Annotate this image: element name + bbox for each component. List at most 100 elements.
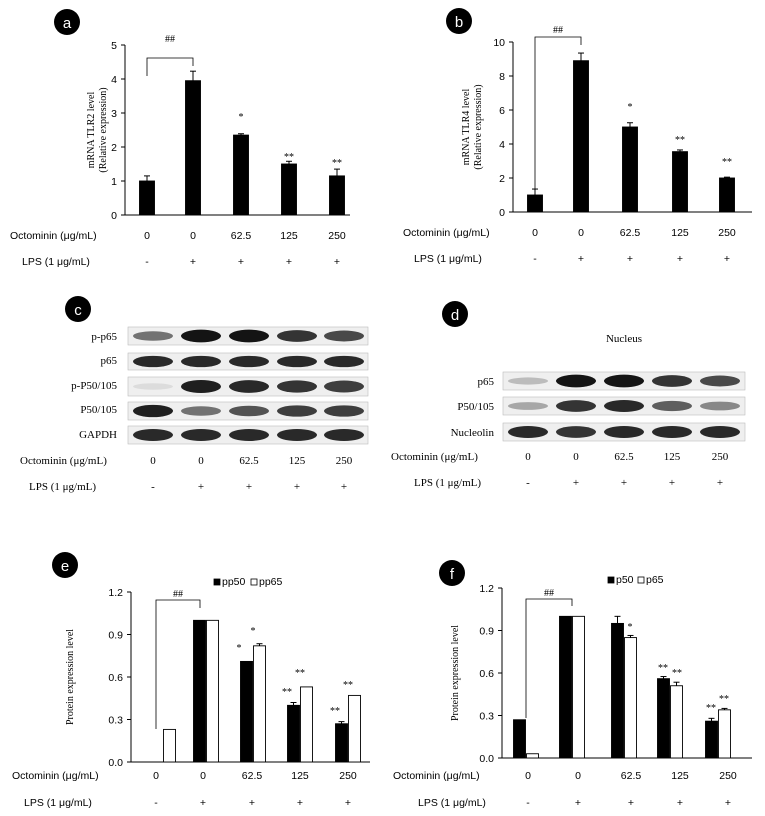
octominin-value-a-3: 125 bbox=[280, 230, 298, 242]
panel-c-band-label-p50: P50/105 bbox=[80, 404, 117, 416]
panel-b-badge bbox=[446, 8, 472, 34]
lps-value-e-1: + bbox=[200, 797, 206, 809]
panel-f-letter: f bbox=[450, 566, 455, 583]
y-tick-label-a-5: 5 bbox=[111, 40, 117, 52]
panel-f-legend-swatch-p65 bbox=[637, 576, 645, 584]
panel-e-letter: e bbox=[61, 558, 69, 575]
panel-e-legend-pp65: pp65 bbox=[259, 576, 283, 588]
panel-e-legend-pp50: pp50 bbox=[222, 576, 246, 588]
octominin-value-c-4: 250 bbox=[336, 455, 353, 467]
bar-b-s0-4 bbox=[719, 177, 735, 213]
blot-d-band-0-0 bbox=[508, 377, 548, 385]
lps-value-c-4: + bbox=[341, 481, 347, 493]
octominin-value-f-4: 250 bbox=[719, 770, 737, 782]
panel-b: b mRNA TLR4 level (Relative expression) … bbox=[403, 8, 752, 265]
panel-a-ylabel-line2: (Relative expression) bbox=[98, 87, 109, 172]
bar-a-s0-3 bbox=[281, 163, 297, 216]
panel-e-sig-250b: ** bbox=[343, 680, 353, 691]
panel-d-band-label-nucleolin: Nucleolin bbox=[451, 427, 495, 439]
panel-b-row-values: 0 0 62.5 125 250 - + + + + bbox=[532, 227, 736, 265]
y-tick-label-b-5: 10 bbox=[493, 37, 505, 49]
octominin-value-a-0: 0 bbox=[144, 230, 150, 242]
y-tick-label-b-3: 6 bbox=[499, 105, 505, 117]
panel-e-lps-label: LPS (1 μg/mL) bbox=[24, 797, 92, 809]
panel-e-sig-hash: ## bbox=[173, 589, 183, 600]
panel-d-row-values: 0 0 62.5 125 250 - + + + + bbox=[525, 451, 729, 489]
blot-c-band-4-1 bbox=[181, 429, 221, 441]
panel-a-letter: a bbox=[63, 15, 72, 32]
panel-b-sig-62: * bbox=[628, 102, 633, 113]
panel-c-band-label-gapdh: GAPDH bbox=[79, 429, 117, 441]
panel-f-legend-swatch-p50 bbox=[607, 576, 615, 584]
y-tick-label-b-0: 0 bbox=[499, 207, 505, 219]
y-tick-label-f-4: 1.2 bbox=[479, 583, 494, 595]
bar-f-s1-2 bbox=[624, 637, 637, 759]
octominin-value-c-1: 0 bbox=[198, 455, 204, 467]
lps-value-d-4: + bbox=[717, 477, 723, 489]
lps-value-c-2: + bbox=[246, 481, 252, 493]
blot-c-band-3-3 bbox=[277, 405, 317, 417]
panel-f-sig-250a: ** bbox=[706, 703, 716, 714]
lps-value-b-1: + bbox=[578, 253, 584, 265]
panel-d-badge bbox=[442, 301, 468, 327]
panel-a-bracket bbox=[146, 57, 194, 76]
y-tick-label-f-1: 0.3 bbox=[479, 711, 494, 723]
panel-f-legend-p65: p65 bbox=[646, 574, 664, 586]
bar-b-s0-2 bbox=[622, 126, 638, 213]
bar-e-s1-4 bbox=[348, 694, 361, 763]
y-tick-label-a-4: 4 bbox=[111, 74, 117, 86]
blot-d-band-1-4 bbox=[700, 401, 740, 411]
panel-f: f Protein expression level 0.0 0.3 0.6 0.9 1… bbox=[393, 560, 752, 809]
octominin-value-b-3: 125 bbox=[671, 227, 689, 239]
panel-e-badge bbox=[52, 552, 78, 578]
panel-c-badge bbox=[65, 296, 91, 322]
octominin-value-d-1: 0 bbox=[573, 451, 579, 463]
panel-b-plot: 0 2 4 6 8 10 bbox=[493, 37, 735, 219]
blot-c-band-0-1 bbox=[181, 329, 221, 343]
lps-value-c-0: - bbox=[151, 481, 155, 493]
octominin-value-b-0: 0 bbox=[532, 227, 538, 239]
bar-f-s0-2 bbox=[611, 622, 624, 759]
blot-c-band-1-4 bbox=[324, 355, 364, 368]
bar-e-s0-4 bbox=[335, 723, 348, 763]
octominin-value-d-4: 250 bbox=[712, 451, 729, 463]
blot-d-band-2-0 bbox=[508, 426, 548, 438]
bar-e-s0-1 bbox=[193, 619, 206, 763]
lps-value-e-3: + bbox=[297, 797, 303, 809]
bar-a-s0-4 bbox=[329, 175, 345, 216]
blot-c-band-1-2 bbox=[229, 355, 269, 368]
blot-c-band-3-0 bbox=[133, 404, 173, 418]
panel-b-ylabel-line1: mRNA TLR4 level bbox=[461, 89, 472, 166]
blot-d-band-2-4 bbox=[700, 426, 740, 438]
panel-a-octominin-label: Octominin (μg/mL) bbox=[10, 230, 97, 242]
bar-e-s1-3 bbox=[300, 686, 313, 763]
octominin-value-c-3: 125 bbox=[289, 455, 306, 467]
bar-a-s0-1 bbox=[185, 80, 201, 216]
blot-d-band-2-1 bbox=[556, 426, 596, 438]
panel-c: c p-p65 p65 p-P50/105 P50/105 GAPDH Octo… bbox=[20, 296, 369, 493]
bar-e-s0-3 bbox=[287, 704, 300, 763]
y-tick-label-a-3: 3 bbox=[111, 108, 117, 120]
octominin-value-e-3: 125 bbox=[291, 770, 309, 782]
panel-d-letter: d bbox=[451, 307, 459, 324]
bar-b-s0-0 bbox=[527, 194, 543, 213]
panel-d: d Nucleus p65 P50/105 Nucleolin Octomini… bbox=[391, 301, 746, 489]
panel-f-bracket bbox=[525, 598, 573, 718]
y-tick-label-e-3: 0.9 bbox=[108, 630, 123, 642]
bar-f-s1-1 bbox=[572, 615, 585, 759]
blot-d-band-2-2 bbox=[604, 426, 644, 438]
y-tick-label-a-0: 0 bbox=[111, 210, 117, 222]
lps-value-a-2: + bbox=[238, 256, 244, 268]
blot-c-band-1-0 bbox=[133, 355, 173, 368]
lps-value-d-3: + bbox=[669, 477, 675, 489]
blot-c-band-2-4 bbox=[324, 380, 364, 393]
blot-c-band-2-1 bbox=[181, 379, 221, 394]
blot-d-band-1-2 bbox=[604, 400, 644, 412]
y-tick-label-b-1: 2 bbox=[499, 173, 505, 185]
lps-value-e-4: + bbox=[345, 797, 351, 809]
panel-d-lps-label: LPS (1 μg/mL) bbox=[414, 477, 481, 489]
blot-c-band-4-4 bbox=[324, 429, 364, 441]
panel-a: a mRNA TLR2 level (Relative expression) … bbox=[10, 9, 350, 268]
panel-f-row-values: 0 0 62.5 125 250 - + + + + bbox=[525, 770, 737, 809]
